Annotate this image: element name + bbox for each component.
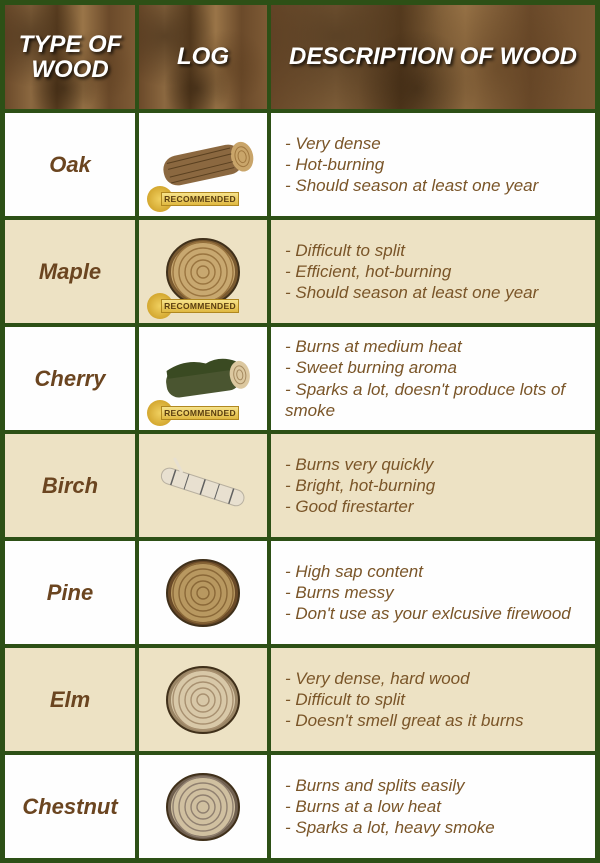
- description-line: - Difficult to split: [285, 240, 538, 261]
- recommended-badge: RECOMMENDED: [147, 295, 239, 317]
- description-line: - Efficient, hot-burning: [285, 261, 538, 282]
- table-row: Elm - Very dense, hard wood- Difficult t…: [3, 646, 597, 753]
- log-cell: RECOMMENDED: [137, 111, 269, 218]
- wood-name: Cherry: [35, 366, 106, 392]
- description-list: - Burns very quickly- Bright, hot-burnin…: [285, 454, 435, 518]
- wood-name: Elm: [50, 687, 90, 713]
- wood-name-cell: Chestnut: [3, 753, 137, 860]
- description-list: - Difficult to split- Efficient, hot-bur…: [285, 240, 538, 304]
- wood-name: Birch: [42, 473, 98, 499]
- description-line: - High sap content: [285, 561, 571, 582]
- description-line: - Sparks a lot, heavy smoke: [285, 817, 495, 838]
- log-image: [148, 772, 258, 842]
- description-line: - Should season at least one year: [285, 175, 538, 196]
- wood-name-cell: Birch: [3, 432, 137, 539]
- description-line: - Burns at medium heat: [285, 336, 581, 357]
- table-header-row: TYPE OF WOOD LOG DESCRIPTION OF WOOD: [3, 3, 597, 111]
- header-description: DESCRIPTION OF WOOD: [269, 3, 597, 111]
- description-list: - High sap content- Burns messy- Don't u…: [285, 561, 571, 625]
- badge-label: RECOMMENDED: [161, 192, 239, 206]
- recommended-badge: RECOMMENDED: [147, 402, 239, 424]
- wood-name-cell: Elm: [3, 646, 137, 753]
- description-line: - Should season at least one year: [285, 282, 538, 303]
- log-cell: RECOMMENDED: [137, 218, 269, 325]
- log-cell: RECOMMENDED: [137, 325, 269, 432]
- log-image: [148, 558, 258, 628]
- description-line: - Burns at a low heat: [285, 796, 495, 817]
- header-type-of-wood: TYPE OF WOOD: [3, 3, 137, 111]
- description-line: - Hot-burning: [285, 154, 538, 175]
- description-line: - Burns messy: [285, 582, 571, 603]
- wood-name-cell: Pine: [3, 539, 137, 646]
- description-cell: - Very dense- Hot-burning- Should season…: [269, 111, 597, 218]
- description-cell: - High sap content- Burns messy- Don't u…: [269, 539, 597, 646]
- description-line: - Difficult to split: [285, 689, 524, 710]
- description-cell: - Difficult to split- Efficient, hot-bur…: [269, 218, 597, 325]
- table-row: Birch - Burns very quickly- Bright, hot-…: [3, 432, 597, 539]
- description-line: - Burns very quickly: [285, 454, 435, 475]
- wood-name-cell: Maple: [3, 218, 137, 325]
- description-line: - Sweet burning aroma: [285, 357, 581, 378]
- description-line: - Burns and splits easily: [285, 775, 495, 796]
- description-line: - Sparks a lot, doesn't produce lots of …: [285, 379, 581, 422]
- description-list: - Very dense- Hot-burning- Should season…: [285, 133, 538, 197]
- log-cell: [137, 432, 269, 539]
- header-col3-label: DESCRIPTION OF WOOD: [289, 44, 577, 70]
- table-row: Cherry RECOMMENDED - Burns at medium heat…: [3, 325, 597, 432]
- description-cell: - Burns at medium heat- Sweet burning ar…: [269, 325, 597, 432]
- description-line: - Very dense: [285, 133, 538, 154]
- wood-name-cell: Oak: [3, 111, 137, 218]
- log-image: [148, 451, 258, 521]
- description-line: - Doesn't smell great as it burns: [285, 710, 524, 731]
- description-line: - Good firestarter: [285, 496, 435, 517]
- log-cell: [137, 646, 269, 753]
- header-col1-label: TYPE OF WOOD: [5, 32, 135, 82]
- log-image: [148, 665, 258, 735]
- description-cell: - Very dense, hard wood- Difficult to sp…: [269, 646, 597, 753]
- table-row: Oak RECOMMENDED - Very dense- Hot-burning…: [3, 111, 597, 218]
- description-list: - Burns and splits easily- Burns at a lo…: [285, 775, 495, 839]
- wood-name-cell: Cherry: [3, 325, 137, 432]
- firewood-table: TYPE OF WOOD LOG DESCRIPTION OF WOOD Oak…: [0, 0, 600, 863]
- badge-label: RECOMMENDED: [161, 299, 239, 313]
- table-row: Chestnut - Burns and splits easily- Burn…: [3, 753, 597, 860]
- wood-name: Maple: [39, 259, 101, 285]
- log-cell: [137, 753, 269, 860]
- description-list: - Burns at medium heat- Sweet burning ar…: [285, 336, 581, 421]
- description-line: - Don't use as your exlcusive firewood: [285, 603, 571, 624]
- description-cell: - Burns and splits easily- Burns at a lo…: [269, 753, 597, 860]
- description-cell: - Burns very quickly- Bright, hot-burnin…: [269, 432, 597, 539]
- wood-name: Chestnut: [22, 794, 117, 820]
- table-row: Maple RECOMMENDED - Difficult to split- E…: [3, 218, 597, 325]
- recommended-badge: RECOMMENDED: [147, 188, 239, 210]
- log-cell: [137, 539, 269, 646]
- wood-name: Oak: [49, 152, 91, 178]
- wood-name: Pine: [47, 580, 93, 606]
- table-row: Pine - High sap content- Burns messy- Do…: [3, 539, 597, 646]
- description-list: - Very dense, hard wood- Difficult to sp…: [285, 668, 524, 732]
- header-col2-label: LOG: [177, 43, 229, 71]
- description-line: - Bright, hot-burning: [285, 475, 435, 496]
- badge-label: RECOMMENDED: [161, 406, 239, 420]
- header-log: LOG: [137, 3, 269, 111]
- description-line: - Very dense, hard wood: [285, 668, 524, 689]
